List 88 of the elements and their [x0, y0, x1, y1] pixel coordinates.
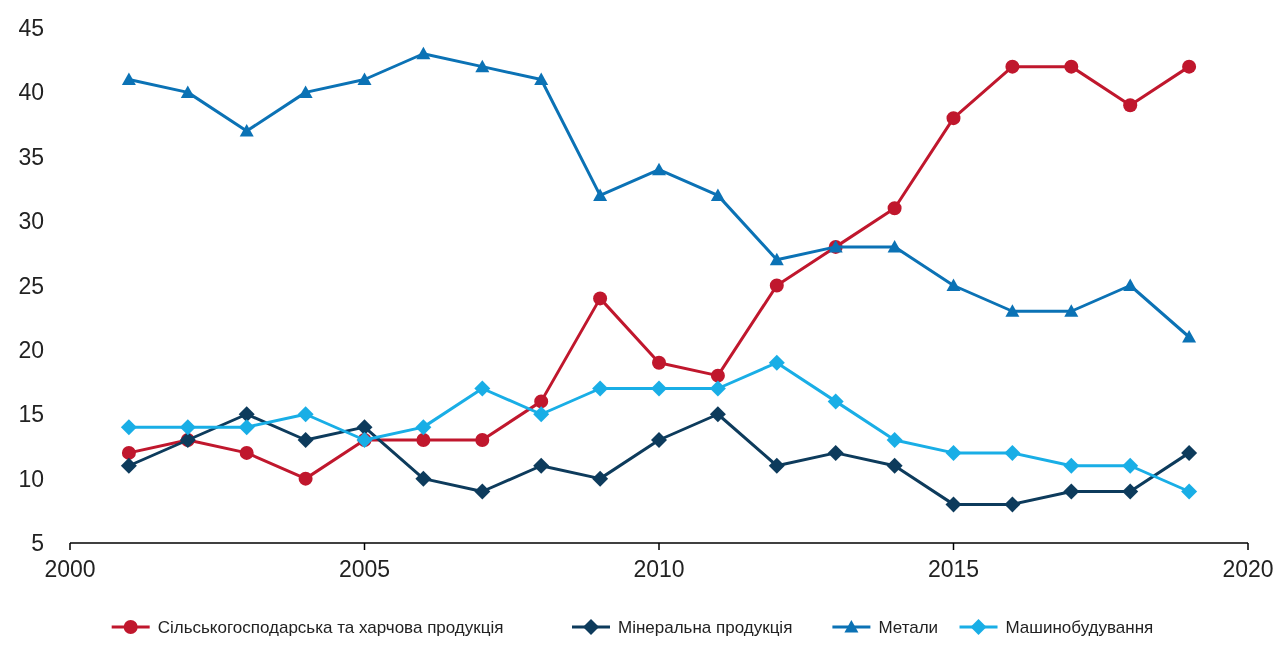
- y-tick-label: 10: [18, 465, 44, 492]
- point: [769, 278, 784, 293]
- point: [1063, 457, 1080, 474]
- point: [474, 483, 491, 500]
- point: [297, 406, 314, 423]
- point: [709, 406, 726, 423]
- point: [946, 111, 961, 126]
- point: [1123, 278, 1138, 292]
- y-tick-label: 25: [18, 272, 44, 299]
- point: [474, 380, 491, 397]
- point: [1063, 483, 1080, 500]
- point: [297, 432, 314, 448]
- y-tick-label: 45: [18, 15, 44, 41]
- point: [298, 471, 313, 486]
- y-tick-label: 5: [31, 530, 44, 556]
- point: [1064, 304, 1079, 317]
- point: [1064, 59, 1079, 74]
- point: [945, 496, 962, 513]
- point: [415, 419, 432, 436]
- point: [887, 201, 902, 216]
- point: [533, 406, 550, 423]
- point: [1004, 496, 1021, 513]
- point: [357, 72, 372, 86]
- point: [946, 278, 961, 292]
- point: [475, 59, 490, 73]
- point: [180, 85, 195, 98]
- point: [886, 457, 903, 474]
- point: [121, 445, 136, 460]
- point: [769, 252, 784, 266]
- point: [651, 380, 667, 397]
- y-tick-label: 40: [18, 79, 44, 106]
- point: [1181, 444, 1198, 461]
- y-tick-label: 20: [18, 336, 44, 363]
- point: [239, 124, 254, 137]
- point: [416, 46, 431, 60]
- point: [120, 457, 137, 474]
- point: [534, 72, 549, 86]
- point: [827, 393, 844, 410]
- point: [298, 85, 313, 98]
- point: [710, 188, 725, 201]
- point: [709, 380, 726, 397]
- point: [1181, 483, 1198, 500]
- point: [238, 419, 255, 436]
- point: [827, 444, 844, 461]
- point: [416, 433, 431, 447]
- x-tick-label: 2020: [1222, 556, 1274, 582]
- x-tick-label: 2010: [633, 556, 685, 582]
- legend-label: Мінеральна продукція: [618, 618, 793, 637]
- point: [534, 394, 549, 409]
- point: [120, 419, 137, 436]
- point: [768, 457, 785, 474]
- point: [238, 406, 255, 423]
- point: [593, 188, 608, 201]
- point: [886, 432, 903, 448]
- point: [1123, 98, 1138, 113]
- legend-label: Сільськогосподарська та харчова продукція: [157, 618, 504, 637]
- y-tick-label: 35: [18, 143, 44, 170]
- point: [179, 419, 196, 436]
- point: [768, 354, 785, 371]
- y-tick-label: 15: [18, 401, 44, 428]
- point: [356, 419, 373, 436]
- point: [239, 445, 254, 460]
- point: [121, 72, 136, 86]
- point: [710, 368, 725, 383]
- point: [475, 433, 490, 447]
- point: [1122, 483, 1139, 500]
- x-tick-label: 2015: [927, 556, 980, 582]
- point: [533, 457, 550, 474]
- point: [651, 432, 667, 448]
- point: [415, 470, 432, 487]
- point: [593, 291, 608, 306]
- point: [1182, 59, 1197, 74]
- point: [1004, 444, 1021, 461]
- point: [887, 239, 902, 253]
- point: [1005, 304, 1020, 317]
- x-tick-label: 2000: [44, 556, 96, 582]
- legend-label: Метали: [878, 618, 939, 637]
- point: [592, 380, 609, 397]
- point: [652, 355, 666, 370]
- point: [592, 470, 609, 487]
- legend-label: Машинобудування: [1005, 618, 1154, 637]
- point: [1005, 59, 1020, 74]
- point: [652, 162, 666, 176]
- y-tick-label: 30: [18, 208, 44, 235]
- point: [1122, 457, 1139, 474]
- x-tick-label: 2005: [338, 556, 391, 582]
- point: [945, 444, 962, 461]
- point: [1182, 330, 1197, 343]
